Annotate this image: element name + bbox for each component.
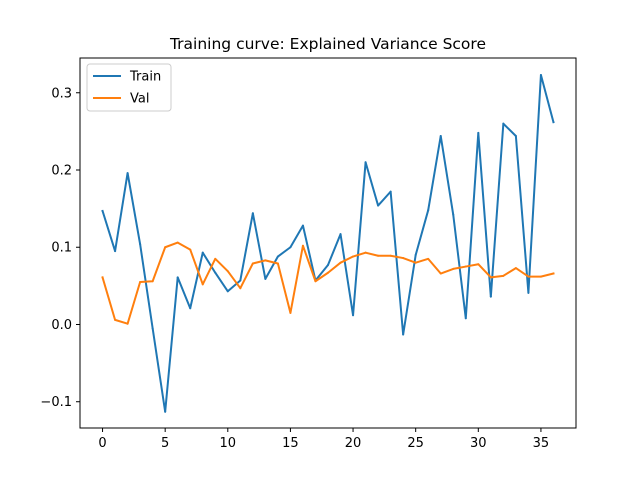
data-point-train: [452, 213, 455, 216]
data-point-val: [264, 259, 267, 262]
series-line-train: [101, 73, 555, 413]
data-point-train: [339, 233, 342, 236]
x-axis: 0 5 10 15 20 25 30 35: [98, 428, 549, 451]
y-tick-label: −0.1: [40, 395, 72, 410]
data-point-train: [389, 190, 392, 193]
data-point-val: [314, 280, 317, 283]
data-point-val: [189, 248, 192, 251]
data-point-train: [327, 264, 329, 267]
x-tick-label: 10: [220, 436, 237, 451]
data-point-train: [301, 224, 304, 227]
series-line-val: [101, 241, 555, 325]
data-point-train: [101, 209, 104, 212]
data-point-val: [414, 261, 417, 264]
y-axis: −0.1 0.0 0.1 0.2 0.3: [40, 86, 80, 410]
data-point-train: [427, 209, 430, 212]
data-point-val: [139, 281, 142, 284]
data-point-val: [502, 274, 505, 277]
data-point-train: [514, 135, 517, 138]
x-tick-label: 35: [533, 436, 550, 451]
data-point-val: [452, 267, 455, 270]
legend: Train Val: [86, 63, 172, 112]
x-tick-label: 0: [98, 436, 106, 451]
data-point-val: [176, 241, 179, 244]
data-point-train: [214, 271, 217, 274]
data-point-val: [301, 244, 304, 247]
data-point-val: [201, 283, 204, 286]
data-point-val: [514, 267, 517, 270]
y-tick-label: 0.1: [51, 241, 72, 256]
data-point-val: [214, 257, 217, 260]
y-tick-label: 0.0: [51, 318, 72, 333]
legend-label-val: Val: [130, 92, 149, 107]
data-point-val: [464, 265, 467, 268]
y-tick-label: 0.3: [51, 86, 72, 101]
data-point-val: [402, 257, 405, 260]
data-point-val: [339, 261, 342, 264]
data-point-val: [427, 257, 430, 260]
data-point-train: [126, 172, 129, 175]
data-point-val: [439, 272, 442, 275]
data-point-val: [164, 246, 167, 249]
data-point-train: [251, 212, 254, 215]
data-point-val: [389, 254, 392, 257]
data-point-val: [251, 262, 254, 265]
data-point-val: [101, 276, 104, 279]
data-point-train: [377, 204, 380, 207]
x-tick-label: 5: [161, 436, 169, 451]
chart-title: Training curve: Explained Variance Score: [169, 35, 486, 53]
y-tick-label: 0.2: [51, 164, 72, 179]
data-point-train: [464, 317, 467, 320]
data-point-val: [539, 275, 542, 278]
data-point-train: [489, 295, 492, 298]
data-point-train: [414, 253, 417, 256]
data-point-train: [239, 279, 242, 282]
data-point-train: [477, 131, 480, 134]
plot-frame: [79, 57, 577, 429]
data-point-train: [189, 307, 192, 310]
data-point-val: [126, 322, 129, 325]
x-tick-label: 20: [345, 436, 362, 451]
data-point-val: [489, 276, 492, 279]
data-point-val: [151, 280, 154, 283]
data-point-train: [164, 410, 167, 413]
data-point-train: [226, 290, 229, 293]
data-point-train: [151, 327, 154, 330]
data-point-val: [327, 271, 329, 274]
data-point-train: [352, 314, 355, 317]
data-point-train: [176, 276, 179, 279]
data-point-val: [364, 251, 367, 254]
data-point-val: [352, 255, 355, 258]
data-point-val: [276, 262, 279, 265]
data-point-train: [502, 122, 505, 125]
data-point-val: [477, 263, 480, 266]
x-tick-label: 15: [282, 436, 299, 451]
data-point-train: [139, 243, 142, 246]
data-point-train: [201, 251, 204, 254]
data-point-train: [539, 73, 542, 76]
data-point-train: [264, 277, 267, 280]
data-point-train: [364, 161, 367, 164]
x-tick-label: 25: [407, 436, 424, 451]
data-point-val: [289, 311, 292, 314]
x-tick-label: 30: [470, 436, 487, 451]
data-point-train: [439, 135, 442, 138]
data-point-val: [527, 275, 530, 278]
series-layer: [101, 73, 555, 413]
data-point-train: [114, 250, 117, 253]
data-point-val: [239, 287, 242, 290]
data-point-train: [276, 255, 279, 258]
data-point-train: [402, 333, 405, 336]
data-point-val: [552, 272, 555, 275]
data-point-train: [527, 291, 530, 294]
data-point-val: [114, 318, 117, 321]
data-point-val: [226, 270, 229, 273]
data-point-train: [552, 121, 555, 124]
data-point-val: [377, 254, 380, 257]
data-point-train: [289, 246, 292, 249]
legend-label-train: Train: [129, 70, 161, 85]
